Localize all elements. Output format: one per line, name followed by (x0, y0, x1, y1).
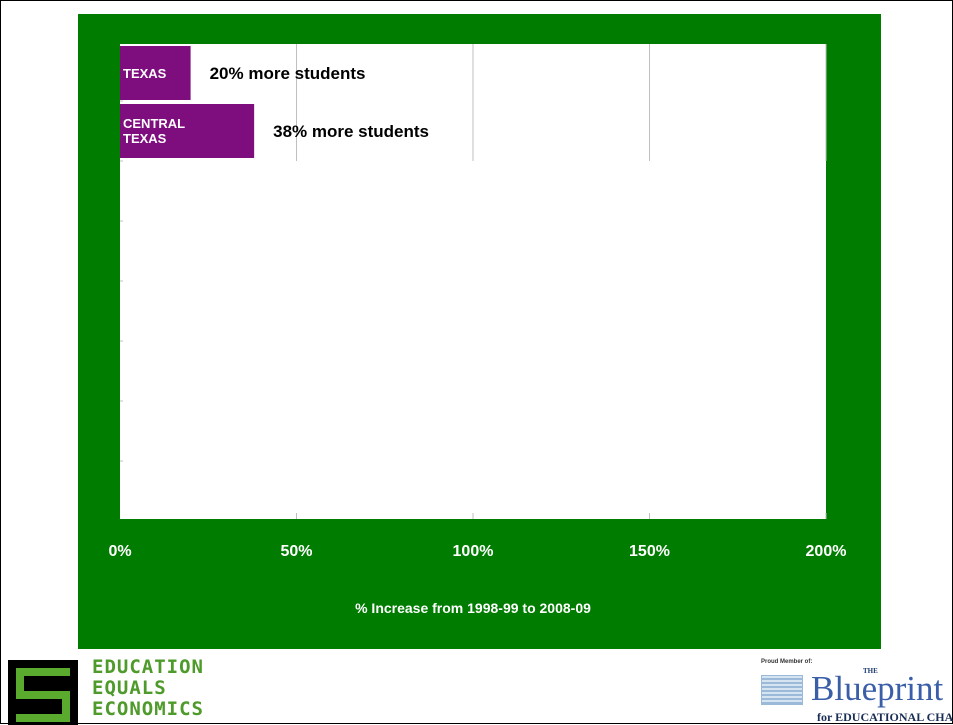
x-tick-label: 150% (629, 543, 670, 560)
x-tick-labels: 0% 50% 100% 150% 200% (108, 543, 846, 560)
blueprint-wordmark: Blueprint (811, 669, 944, 708)
eee-line-1: EDUCATION (92, 657, 204, 678)
blueprint-tagline: for EDUCATIONAL CHANGE™ (817, 710, 953, 724)
gridlines (120, 44, 827, 519)
bar (120, 46, 191, 100)
eee-line-2: EQUALS (92, 677, 167, 699)
bar-value-label: 38% more students (273, 122, 429, 141)
education-equals-economics-logo: EDUCATION EQUALS ECONOMICS (6, 657, 236, 725)
x-tick-label: 0% (108, 543, 131, 560)
eee-line-3: ECONOMICS (92, 698, 204, 720)
bar-value-label: 20% more students (210, 64, 366, 83)
x-tick-label: 200% (806, 543, 847, 560)
eee-wordmark: EDUCATION EQUALS ECONOMICS (92, 657, 232, 720)
x-tick-label: 50% (280, 543, 312, 560)
blueprint-proud-member-text: Proud Member of: (761, 659, 813, 665)
bar-category-label: TEXAS (123, 66, 167, 81)
bars: TEXAS 20% more students CENTRAL TEXAS 38% mo… (120, 46, 429, 158)
x-axis-label: % Increase from 1998-99 to 2008-09 (355, 600, 591, 616)
bar (120, 104, 255, 158)
x-tick-label: 100% (453, 543, 494, 560)
blueprint-the-text: THE (863, 667, 878, 675)
blueprint-logo: Proud Member of: THE Blueprint for EDUCA… (747, 657, 953, 725)
bar-category-label: CENTRAL TEXAS (123, 116, 185, 146)
blueprint-grid-icon (761, 675, 803, 705)
eee-emblem-icon (8, 660, 78, 725)
